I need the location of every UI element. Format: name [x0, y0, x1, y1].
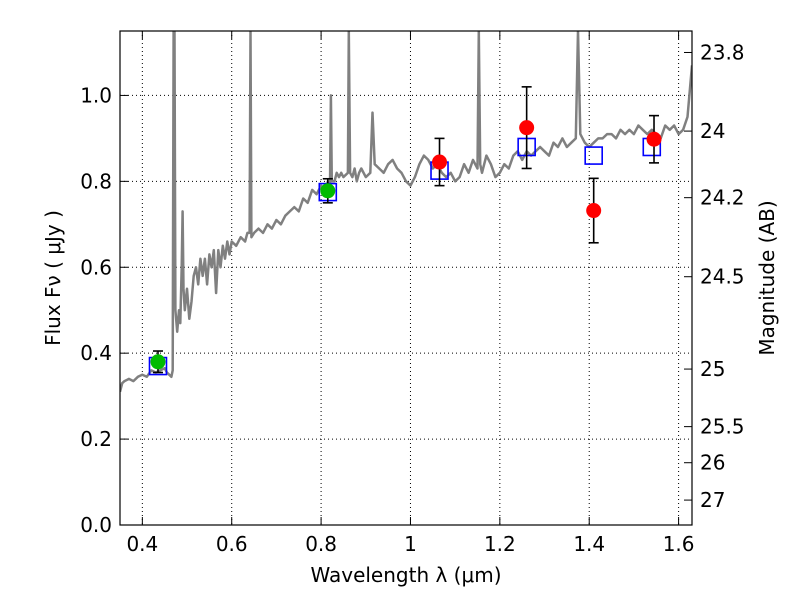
- data-layer: [120, 31, 692, 393]
- tick-layer: 0.4 0.6 0.8 1 1.2 1.4 1.6 0.0 0.2 0.4 0.6 0.8 1.0 23.…: [80, 31, 745, 556]
- x-tick-label: 1.4: [573, 532, 605, 556]
- observed-flux-point: [432, 154, 448, 170]
- y-tick-label: 0.6: [80, 255, 112, 279]
- y-tick-label: 0.8: [80, 169, 112, 193]
- y-tick-label: 1.0: [80, 83, 112, 107]
- y2-axis-label: Magnitude (AB): [755, 200, 779, 355]
- y-tick-label: 0.0: [80, 513, 112, 537]
- observed-flux-point: [586, 203, 602, 219]
- x-tick-label: 0.6: [216, 532, 248, 556]
- y2-tick-label: 24.5: [700, 265, 745, 289]
- observed-flux-point: [646, 131, 662, 147]
- x-tick-label: 0.4: [126, 532, 158, 556]
- y2-tick-label: 25: [700, 357, 725, 381]
- model-flux-box: [584, 146, 603, 165]
- x-tick-label: 1.2: [484, 532, 516, 556]
- observed-flux-point: [150, 354, 166, 370]
- observed-flux-point: [519, 120, 535, 136]
- x-tick-label: 1.6: [663, 532, 695, 556]
- y-tick-label: 0.2: [80, 427, 112, 451]
- y2-tick-label: 25.5: [700, 415, 745, 439]
- plot-frame: [119, 30, 693, 526]
- y2-tick-label: 23.8: [700, 40, 745, 64]
- y2-tick-label: 27: [700, 488, 725, 512]
- y2-tick-label: 26: [700, 451, 725, 475]
- spectrum-line: [120, 31, 692, 393]
- y2-tick-label: 24: [700, 119, 725, 143]
- x-tick-label: 1: [404, 532, 417, 556]
- x-axis-label: Wavelength λ (μm): [310, 563, 501, 587]
- observed-flux-point: [320, 183, 336, 199]
- y-axis-label: Flux Fν ( μJy ): [41, 210, 65, 346]
- y2-tick-label: 24.2: [700, 186, 745, 210]
- x-tick-label: 0.8: [305, 532, 337, 556]
- y-tick-label: 0.4: [80, 341, 112, 365]
